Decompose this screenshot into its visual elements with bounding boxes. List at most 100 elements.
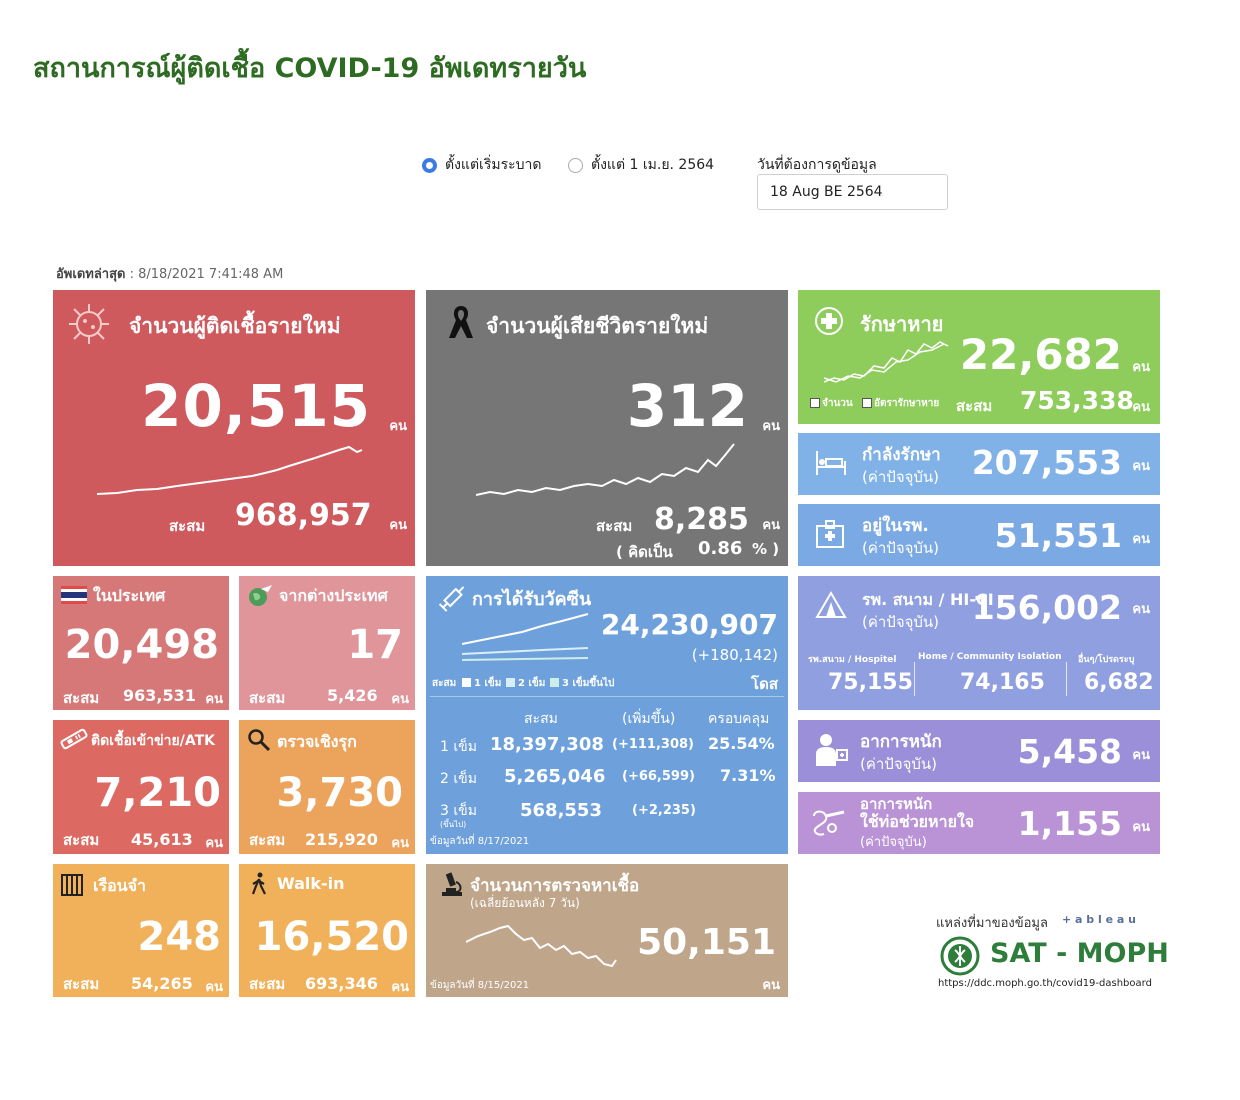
walkin-cum-unit: คน <box>391 980 409 995</box>
deaths-unit: คน <box>762 419 780 434</box>
card-ventilator: อาการหนัก ใช้ท่อช่วยหายใจ (ค่าปัจจุบัน) … <box>798 792 1160 854</box>
field-hospital-value: 156,002 <box>971 588 1122 627</box>
vaccine-legend-cum: สะสม <box>432 678 457 689</box>
vaccine-delta: (+180,142) <box>691 646 778 664</box>
severe-sub: (ค่าปัจจุบัน) <box>860 755 938 773</box>
last-updated: อัพเดทล่าสุด : 8/18/2021 7:41:48 AM <box>56 263 283 284</box>
hospital-sub: (ค่าปัจจุบัน) <box>862 539 940 557</box>
last-updated-label: อัพเดทล่าสุด <box>56 267 126 282</box>
source-url[interactable]: https://ddc.moph.go.th/covid19-dashboard <box>938 978 1152 989</box>
filters: ตั้งแต่เริ่มระบาด ตั้งแต่ 1 เม.ย. 2564 ว… <box>420 152 960 212</box>
field-hospital-unit: คน <box>1132 602 1150 617</box>
recovered-trend-chart <box>824 341 949 383</box>
hospital-unit: คน <box>1132 532 1150 547</box>
new-cases-cum-unit: คน <box>389 518 407 533</box>
field-hospital-sub: (ค่าปัจจุบัน) <box>862 613 940 631</box>
testing-sub: (เฉลี่ยย้อนหลัง 7 วัน) <box>470 896 580 910</box>
deaths-value: 312 <box>626 372 748 440</box>
new-cases-value: 20,515 <box>141 372 371 440</box>
recovered-cum-unit: คน <box>1132 400 1150 415</box>
field-hospital-title: รพ. สนาม / HI-CI <box>862 590 994 609</box>
vaccine-header-cum: สะสม <box>524 711 558 727</box>
testing-as-of: ข้อมูลวันที่ 8/15/2021 <box>430 980 530 991</box>
hospital-bed-icon <box>816 451 846 475</box>
breakdown-hospitel-value: 75,155 <box>828 670 913 695</box>
proactive-cum-unit: คน <box>391 836 409 851</box>
deaths-cum-unit: คน <box>762 518 780 533</box>
card-prison: เรือนจำ 248 สะสม 54,265 คน <box>53 864 229 997</box>
deaths-title: จำนวนผู้เสียชีวิตรายใหม่ <box>486 314 709 338</box>
legend-dose1-checkbox[interactable] <box>462 678 471 687</box>
card-severe: อาการหนัก (ค่าปัจจุบัน) 5,458 คน <box>798 720 1160 782</box>
breakdown-divider <box>1066 662 1067 696</box>
vaccine-legend-dose2: 2 เข็ม <box>518 678 546 689</box>
new-cases-cumulative: 968,957 <box>235 498 372 533</box>
treating-value: 207,553 <box>971 443 1122 482</box>
radio-selected-icon[interactable] <box>422 157 437 173</box>
card-field-hospital: รพ. สนาม / HI-CI (ค่าปัจจุบัน) 156,002 ค… <box>798 576 1160 710</box>
new-cases-unit: คน <box>389 419 407 434</box>
card-testing: จำนวนการตรวจหาเชื้อ (เฉลี่ยย้อนหลัง 7 วั… <box>426 864 788 997</box>
vaccine-as-of: ข้อมูลวันที่ 8/17/2021 <box>430 836 530 847</box>
search-icon <box>248 729 271 752</box>
vaccine-title: การได้รับวัคซีน <box>472 589 592 610</box>
testing-title: จำนวนการตรวจหาเชื้อ <box>470 876 640 896</box>
imported-cumulative: 5,426 <box>327 686 378 705</box>
ventilator-icon <box>813 810 845 836</box>
date-input[interactable]: 18 Aug BE 2564 <box>757 174 948 210</box>
domestic-cumulative: 963,531 <box>123 686 196 705</box>
recovered-cumulative: 753,338 <box>1020 386 1134 415</box>
hospital-title: อยู่ในรพ. <box>862 516 929 536</box>
imported-title: จากต่างประเทศ <box>279 586 388 605</box>
domestic-title: ในประเทศ <box>93 586 166 605</box>
microscope-icon <box>442 872 462 896</box>
proactive-value: 3,730 <box>276 770 403 816</box>
deaths-cum-label: สะสม <box>596 517 633 535</box>
vaccine-dose1-cum: 18,397,308 <box>490 734 604 755</box>
vaccine-dose2-cum: 5,265,046 <box>504 766 606 787</box>
legend-count: จำนวน <box>822 398 853 409</box>
vaccine-dose1-label: 1 เข็ม <box>440 739 477 755</box>
card-atk: ติดเชื้อเข้าข่าย/ATK 7,210 สะสม 45,613 ค… <box>53 720 229 854</box>
atk-title: ติดเชื้อเข้าข่าย/ATK <box>91 733 215 749</box>
vaccine-dose1-inc: (+111,308) <box>612 737 694 752</box>
domestic-value: 20,498 <box>64 622 219 668</box>
legend-dose2-checkbox[interactable] <box>506 678 515 687</box>
proactive-cum-label: สะสม <box>249 831 286 849</box>
radio-since-outbreak[interactable]: ตั้งแต่เริ่มระบาด <box>422 154 541 176</box>
card-new-cases: จำนวนผู้ติดเชื้อรายใหม่ 20,515 คน สะสม 9… <box>53 290 415 566</box>
recovered-value: 22,682 <box>959 330 1122 379</box>
vaccine-dose3-label: 3 เข็ม <box>440 803 477 819</box>
treating-sub: (ค่าปัจจุบัน) <box>862 468 940 486</box>
legend-dose3-checkbox[interactable] <box>550 678 559 687</box>
vaccine-dose3-inc: (+2,235) <box>632 803 696 818</box>
card-recovered: รักษาหาย 22,682 คน จำนวน อัตรารักษาหาย ส… <box>798 290 1160 424</box>
walking-person-icon <box>251 872 266 895</box>
moph-logo-icon <box>940 936 980 976</box>
prison-cum-unit: คน <box>205 980 223 995</box>
ventilator-sub: (ค่าปัจจุบัน) <box>860 835 927 850</box>
radio-since-april[interactable]: ตั้งแต่ 1 เม.ย. 2564 <box>568 154 714 176</box>
ventilator-title2: ใช้ท่อช่วยหายใจ <box>860 812 975 831</box>
walkin-cum-label: สะสม <box>249 975 286 993</box>
new-cases-cum-label: สะสม <box>169 517 206 535</box>
radio-unselected-icon[interactable] <box>568 157 583 173</box>
legend-rate-checkbox[interactable] <box>862 398 872 408</box>
imported-cum-label: สะสม <box>249 689 286 707</box>
vaccine-legend-dose1: 1 เข็ม <box>474 678 502 689</box>
recovered-unit: คน <box>1132 360 1150 375</box>
imported-cum-unit: คน <box>391 692 409 707</box>
breakdown-home-isolation-value: 74,165 <box>960 670 1045 695</box>
black-ribbon-icon <box>449 306 473 338</box>
severe-unit: คน <box>1132 748 1150 763</box>
deaths-pct-unit: % ) <box>752 540 780 558</box>
prison-title: เรือนจำ <box>93 876 146 895</box>
source-label: แหล่งที่มาของข้อมูล <box>936 916 1048 931</box>
date-label: วันที่ต้องการดูข้อมูล <box>757 157 877 173</box>
vaccine-dose2-inc: (+66,599) <box>622 769 695 784</box>
vaccine-unit: โดส <box>751 675 778 693</box>
tent-icon <box>815 591 847 618</box>
new-cases-trend-chart <box>97 445 363 495</box>
legend-count-checkbox[interactable] <box>810 398 820 408</box>
deaths-cumulative: 8,285 <box>654 502 749 537</box>
